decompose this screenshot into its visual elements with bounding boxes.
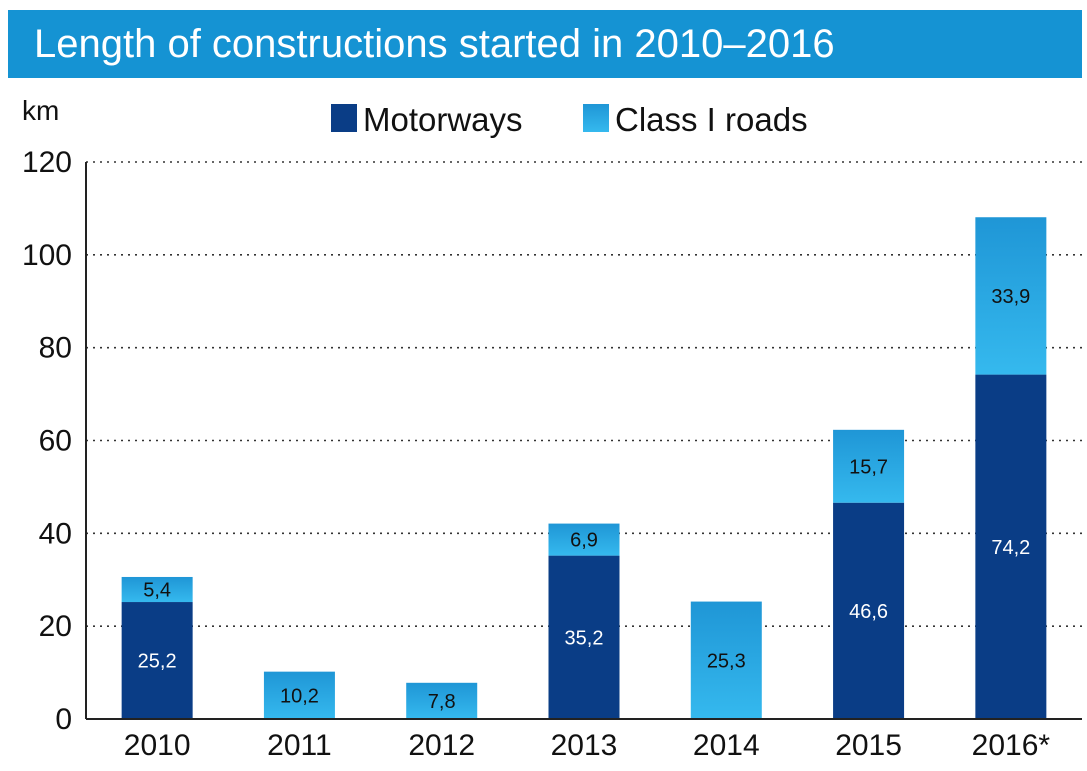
data-label: 10,2 bbox=[280, 685, 319, 707]
legend-swatch-motorways bbox=[331, 104, 357, 132]
bar-class-i-roads bbox=[975, 217, 1047, 375]
bar-motorways bbox=[548, 555, 620, 719]
data-label: 7,8 bbox=[428, 691, 456, 713]
title-bar: Length of constructions started in 2010–… bbox=[8, 10, 1082, 78]
bar-class-i-roads bbox=[690, 601, 762, 719]
bar-motorways bbox=[975, 374, 1047, 719]
data-label: 6,9 bbox=[570, 530, 598, 552]
data-label: 35,2 bbox=[565, 627, 604, 649]
bar-class-i-roads bbox=[833, 429, 905, 503]
bar-class-i-roads bbox=[406, 682, 478, 719]
y-tick-label: 80 bbox=[39, 332, 72, 365]
x-tick-label: 2015 bbox=[835, 729, 902, 762]
x-tick-label: 2012 bbox=[408, 729, 475, 762]
data-label: 46,6 bbox=[849, 601, 888, 623]
bar-class-i-roads bbox=[548, 523, 620, 556]
data-label: 74,2 bbox=[991, 537, 1030, 559]
x-tick-label: 2014 bbox=[693, 729, 760, 762]
bar-class-i-roads bbox=[121, 576, 193, 603]
legend-swatch-class-i-roads bbox=[583, 104, 609, 132]
x-tick-label: 2010 bbox=[124, 729, 191, 762]
chart-title: Length of constructions started in 2010–… bbox=[34, 22, 835, 66]
y-tick-label: 20 bbox=[39, 610, 72, 643]
y-tick-label: 40 bbox=[39, 517, 72, 550]
y-tick-label: 60 bbox=[39, 425, 72, 458]
x-tick-label: 2011 bbox=[267, 729, 332, 762]
bar-motorways bbox=[121, 602, 193, 719]
legend-label-class-i-roads: Class I roads bbox=[615, 101, 808, 138]
x-tick-label: 2013 bbox=[551, 729, 618, 762]
data-label: 33,9 bbox=[991, 286, 1030, 308]
data-label: 25,2 bbox=[138, 651, 177, 673]
y-tick-label: 0 bbox=[55, 703, 72, 736]
x-tick-label: 2016* bbox=[972, 729, 1051, 762]
y-tick-label: 100 bbox=[22, 239, 72, 272]
y-tick-label: 120 bbox=[22, 146, 72, 179]
data-label: 15,7 bbox=[849, 456, 888, 478]
data-label: 5,4 bbox=[143, 579, 171, 601]
y-axis-unit: km bbox=[22, 95, 59, 126]
bar-class-i-roads bbox=[263, 671, 335, 719]
bar-motorways bbox=[833, 502, 905, 719]
data-label: 25,3 bbox=[707, 650, 746, 672]
legend-label-motorways: Motorways bbox=[363, 101, 523, 138]
